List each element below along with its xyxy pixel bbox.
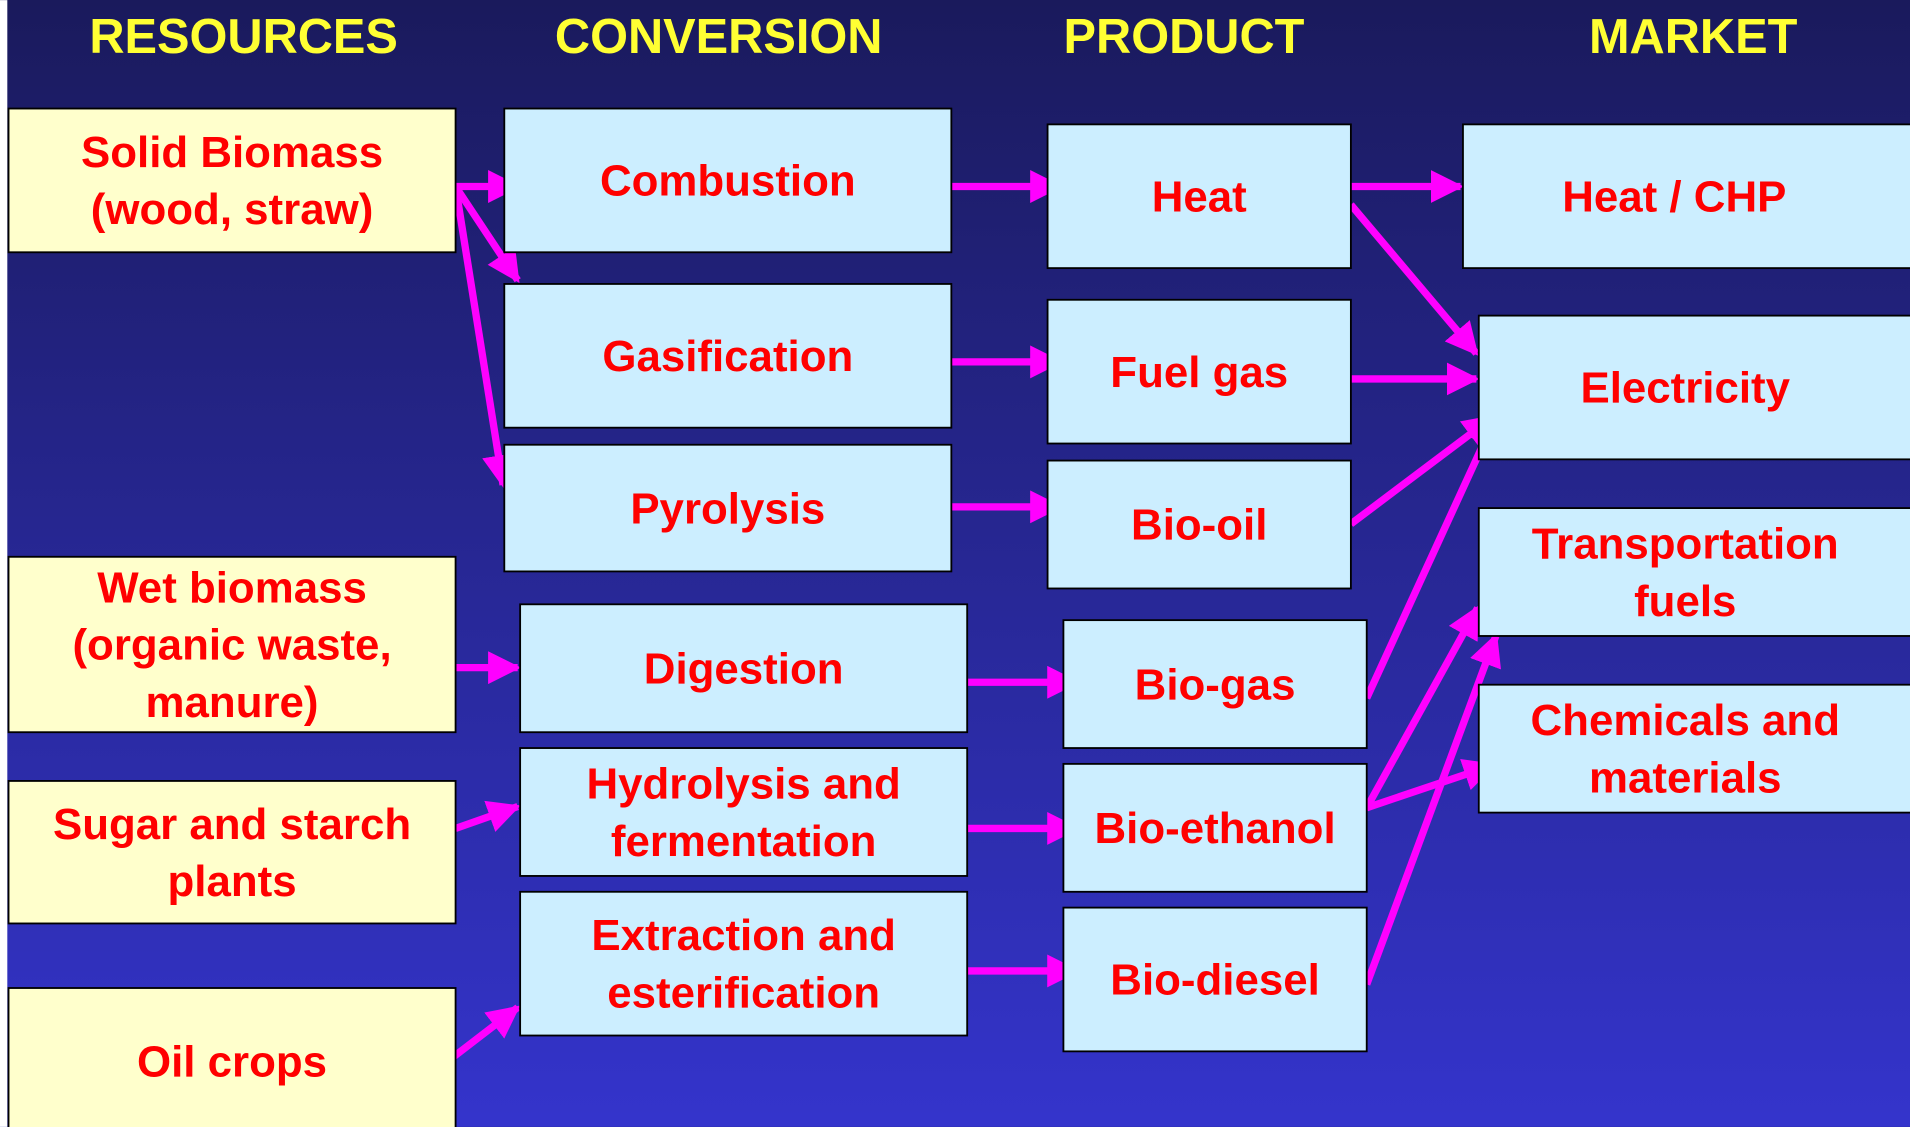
node-label: Bio-ethanol: [1095, 804, 1336, 853]
node-label: fuels: [1634, 577, 1736, 626]
node-label: Heat / CHP: [1562, 172, 1786, 221]
node-box: [1046, 298, 1352, 445]
column-header: MARKET: [1589, 10, 1798, 64]
arrow: [1365, 758, 1497, 812]
node-box: [503, 443, 953, 573]
node-label: Wet biomass: [97, 563, 367, 612]
node-box: [7, 555, 457, 734]
column-header: PRODUCT: [1064, 10, 1305, 64]
node-box: [7, 107, 457, 254]
node-box: [1477, 314, 1910, 461]
node-box: [503, 107, 953, 254]
node-label: esterification: [607, 969, 880, 1018]
node-label: Digestion: [644, 644, 844, 693]
node-box: [503, 283, 953, 429]
node-box: [1062, 906, 1368, 1053]
node-label: Electricity: [1580, 364, 1790, 413]
node-box: [519, 603, 969, 734]
node-label: Sugar and starch: [53, 800, 411, 849]
arrow: [1363, 632, 1501, 986]
node-label: Hydrolysis and: [586, 760, 900, 809]
node-box: [1046, 123, 1352, 270]
node-box: [1062, 619, 1368, 749]
node-label: Extraction and: [591, 911, 896, 960]
headers: RESOURCES CONVERSION PRODUCT MARKET: [89, 10, 1797, 64]
node-label: plants: [167, 857, 296, 906]
node-label: Gasification: [602, 332, 853, 381]
node-box: [1477, 507, 1910, 637]
node-label: Bio-gas: [1135, 660, 1296, 709]
node-box: [1062, 762, 1368, 893]
arrow: [454, 800, 521, 832]
left-edge: [0, 0, 8, 1127]
node-label: Transportation: [1532, 520, 1839, 569]
node-label: Solid Biomass: [81, 128, 383, 177]
column-header: RESOURCES: [89, 10, 398, 64]
node-label: (wood, straw): [91, 185, 374, 234]
node-label: Bio-oil: [1131, 501, 1267, 550]
node-box: [519, 747, 969, 877]
node-label: Pyrolysis: [630, 484, 825, 533]
node-label: Combustion: [600, 157, 856, 206]
node-label: Chemicals and: [1531, 696, 1840, 745]
node-label: Heat: [1152, 172, 1247, 221]
arrow: [452, 184, 521, 284]
node-box: [7, 987, 457, 1127]
node-box: [519, 890, 969, 1037]
node-box: [1046, 459, 1352, 590]
arrow: [1363, 605, 1481, 810]
arrow: [1363, 413, 1500, 700]
node-box: [1462, 123, 1910, 270]
node-label: Oil crops: [137, 1037, 327, 1086]
node-box: [1477, 683, 1910, 814]
node-label: materials: [1589, 754, 1782, 803]
nodes: Solid Biomass (wood, straw) Wet biomass (or…: [7, 107, 1910, 1127]
node-label: fermentation: [611, 817, 877, 866]
arrows: [436, 170, 1501, 1072]
node-label: Bio-diesel: [1110, 956, 1320, 1005]
node-box: [7, 780, 457, 925]
column-header: CONVERSION: [555, 10, 883, 64]
node-label: manure): [146, 678, 319, 727]
node-label: Fuel gas: [1110, 348, 1288, 397]
arrow: [451, 185, 515, 489]
arrow: [1348, 202, 1480, 356]
node-label: (organic waste,: [72, 621, 391, 670]
